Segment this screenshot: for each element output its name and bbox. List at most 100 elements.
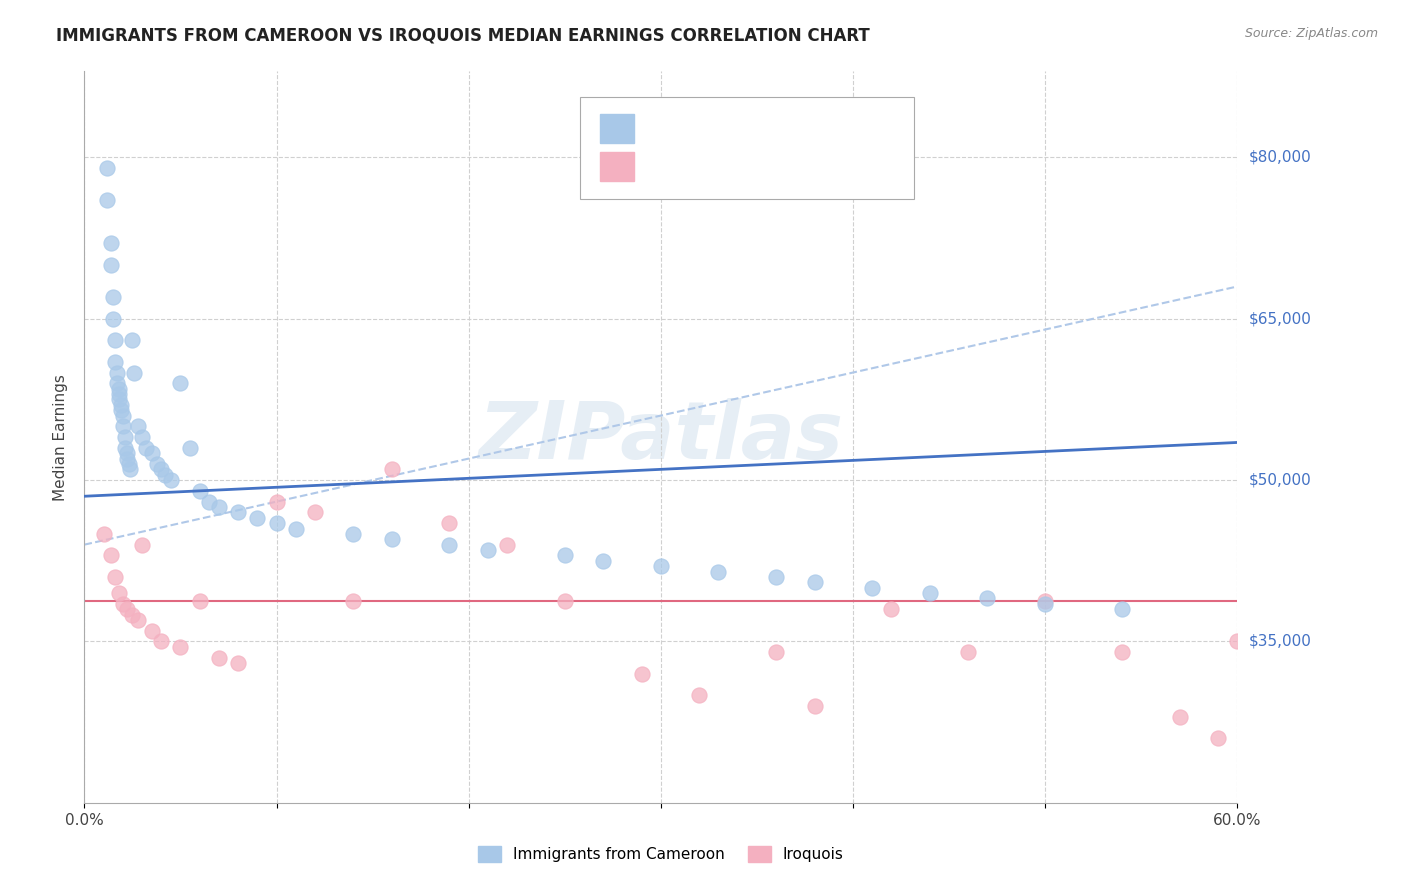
Point — [1111, 602, 1133, 616]
Text: $80,000: $80,000 — [1249, 150, 1312, 165]
Point — [114, 430, 136, 444]
Point — [93, 527, 115, 541]
Point — [1246, 634, 1268, 648]
Point — [1264, 645, 1286, 659]
Point — [96, 194, 118, 208]
Point — [105, 376, 128, 391]
Point — [1226, 634, 1249, 648]
Point — [477, 543, 499, 558]
Legend: Immigrants from Cameroon, Iroquois: Immigrants from Cameroon, Iroquois — [472, 840, 849, 868]
Text: R =  0.096: R = 0.096 — [650, 120, 745, 137]
Point — [439, 516, 461, 530]
Point — [105, 366, 128, 380]
Point — [150, 462, 173, 476]
Point — [127, 419, 149, 434]
Point — [554, 549, 576, 563]
Point — [304, 505, 326, 519]
Point — [104, 355, 127, 369]
Point — [188, 593, 211, 607]
Point — [342, 527, 364, 541]
Text: $35,000: $35,000 — [1249, 634, 1312, 649]
Point — [592, 554, 614, 568]
Point — [141, 446, 163, 460]
Point — [765, 645, 787, 659]
Point — [124, 366, 146, 380]
Text: R = -0.003: R = -0.003 — [650, 158, 747, 176]
Point — [342, 593, 364, 607]
Point — [100, 236, 122, 251]
Text: $50,000: $50,000 — [1249, 473, 1312, 488]
Point — [765, 570, 787, 584]
Point — [104, 333, 127, 347]
Point — [1274, 650, 1296, 665]
Point — [554, 593, 576, 607]
Point — [103, 290, 124, 304]
FancyBboxPatch shape — [581, 97, 914, 200]
Point — [1206, 731, 1229, 746]
Point — [188, 483, 211, 498]
Point — [111, 597, 134, 611]
Point — [976, 591, 998, 606]
Point — [120, 462, 142, 476]
Point — [100, 549, 122, 563]
Point — [100, 258, 122, 272]
Point — [226, 656, 249, 670]
Point — [103, 311, 124, 326]
Point — [114, 441, 136, 455]
Point — [153, 467, 176, 482]
Point — [121, 607, 143, 622]
Point — [198, 494, 221, 508]
Point — [1168, 710, 1191, 724]
Point — [208, 500, 231, 514]
Point — [803, 575, 825, 590]
Point — [439, 538, 461, 552]
Point — [266, 494, 288, 508]
Point — [266, 516, 288, 530]
Bar — [600, 114, 634, 143]
Point — [169, 640, 191, 654]
Point — [117, 457, 139, 471]
Point — [169, 376, 191, 391]
Point — [108, 387, 131, 401]
Point — [110, 403, 132, 417]
Point — [131, 538, 153, 552]
Point — [803, 698, 825, 713]
Point — [135, 441, 157, 455]
Bar — [600, 152, 634, 181]
Point — [208, 650, 231, 665]
Point — [115, 602, 138, 616]
Point — [226, 505, 249, 519]
Point — [108, 382, 131, 396]
Point — [150, 634, 173, 648]
Text: IMMIGRANTS FROM CAMEROON VS IROQUOIS MEDIAN EARNINGS CORRELATION CHART: IMMIGRANTS FROM CAMEROON VS IROQUOIS MED… — [56, 27, 870, 45]
Point — [1284, 634, 1306, 648]
Point — [111, 419, 134, 434]
Point — [284, 521, 307, 535]
Point — [179, 441, 201, 455]
Point — [707, 565, 730, 579]
Text: ZIPatlas: ZIPatlas — [478, 398, 844, 476]
Point — [381, 462, 404, 476]
Point — [141, 624, 163, 638]
Point — [246, 510, 269, 524]
Point — [96, 161, 118, 176]
Point — [131, 430, 153, 444]
Point — [111, 409, 134, 423]
Point — [630, 666, 652, 681]
Point — [108, 586, 131, 600]
Point — [918, 586, 941, 600]
Text: N = 57: N = 57 — [811, 120, 873, 137]
Point — [160, 473, 183, 487]
Point — [121, 333, 143, 347]
Point — [108, 392, 131, 407]
Text: N = 37: N = 37 — [811, 158, 873, 176]
Point — [880, 602, 903, 616]
Text: $65,000: $65,000 — [1249, 311, 1312, 326]
Point — [1111, 645, 1133, 659]
Y-axis label: Median Earnings: Median Earnings — [52, 374, 67, 500]
Point — [496, 538, 519, 552]
Point — [115, 446, 138, 460]
Point — [127, 613, 149, 627]
Point — [1033, 597, 1056, 611]
Point — [860, 581, 883, 595]
